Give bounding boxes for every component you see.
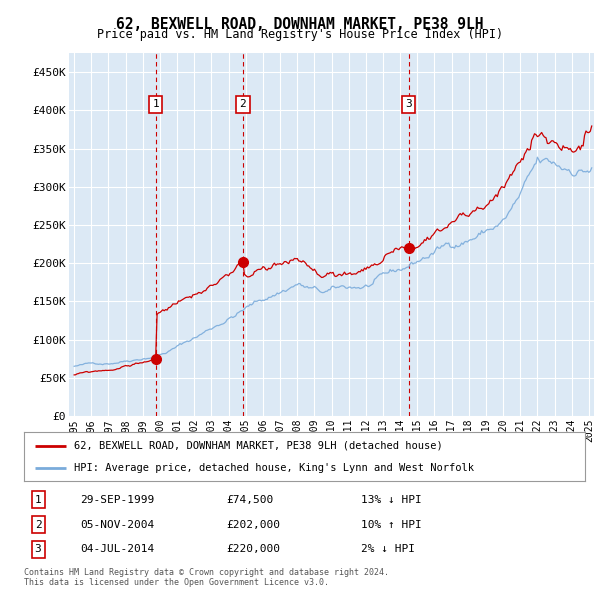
Text: 29-SEP-1999: 29-SEP-1999	[80, 494, 154, 504]
Text: 62, BEXWELL ROAD, DOWNHAM MARKET, PE38 9LH: 62, BEXWELL ROAD, DOWNHAM MARKET, PE38 9…	[116, 17, 484, 31]
Text: Price paid vs. HM Land Registry's House Price Index (HPI): Price paid vs. HM Land Registry's House …	[97, 28, 503, 41]
Text: 62, BEXWELL ROAD, DOWNHAM MARKET, PE38 9LH (detached house): 62, BEXWELL ROAD, DOWNHAM MARKET, PE38 9…	[74, 441, 443, 451]
Text: £74,500: £74,500	[226, 494, 273, 504]
Text: HPI: Average price, detached house, King's Lynn and West Norfolk: HPI: Average price, detached house, King…	[74, 463, 475, 473]
Text: 05-NOV-2004: 05-NOV-2004	[80, 520, 154, 529]
Text: 13% ↓ HPI: 13% ↓ HPI	[361, 494, 421, 504]
Text: £202,000: £202,000	[226, 520, 280, 529]
Text: 1: 1	[152, 99, 159, 109]
Text: 2% ↓ HPI: 2% ↓ HPI	[361, 545, 415, 555]
Text: 3: 3	[406, 99, 412, 109]
Text: 1: 1	[35, 494, 41, 504]
Text: 10% ↑ HPI: 10% ↑ HPI	[361, 520, 421, 529]
Text: 2: 2	[239, 99, 247, 109]
Text: 04-JUL-2014: 04-JUL-2014	[80, 545, 154, 555]
Text: 2: 2	[35, 520, 41, 529]
Text: £220,000: £220,000	[226, 545, 280, 555]
Text: 3: 3	[35, 545, 41, 555]
Text: Contains HM Land Registry data © Crown copyright and database right 2024.
This d: Contains HM Land Registry data © Crown c…	[24, 568, 389, 587]
